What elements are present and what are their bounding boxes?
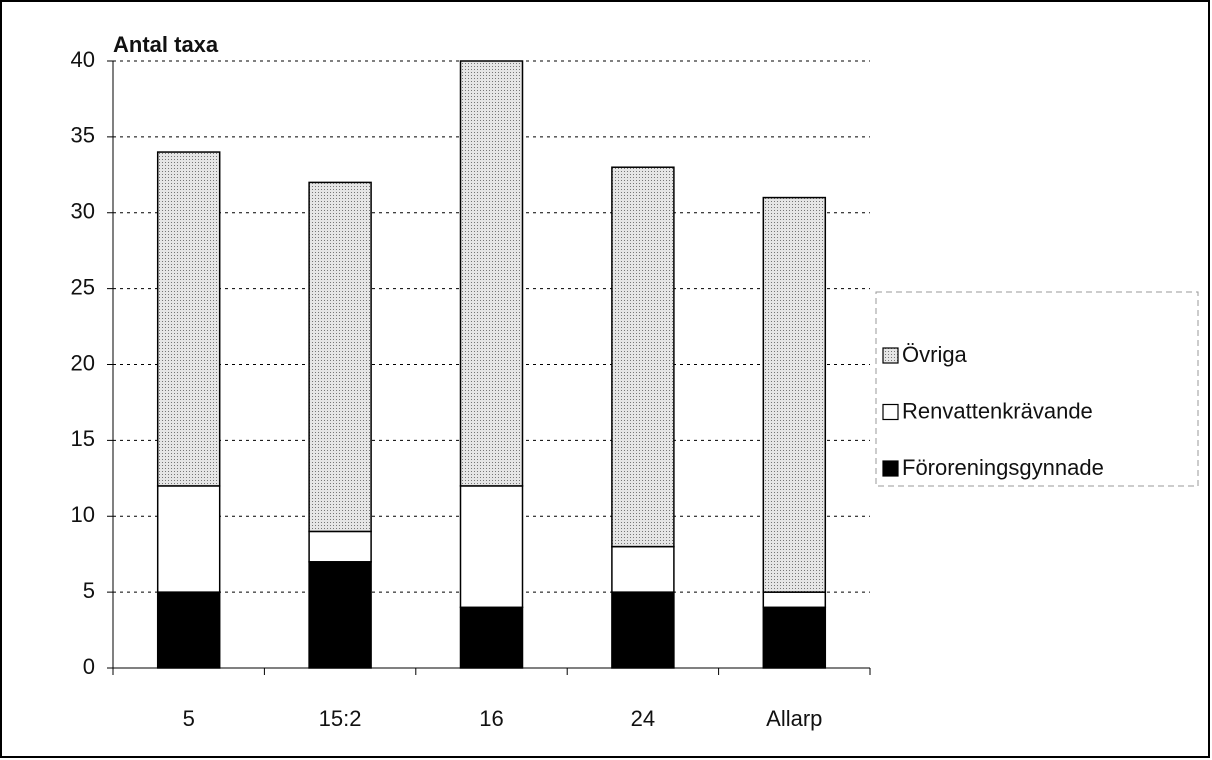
y-tick-label: 10 [71,502,95,527]
y-tick-label: 0 [83,654,95,679]
y-tick-label: 30 [71,199,95,224]
legend-box [875,291,1199,487]
y-tick-label: 25 [71,274,95,299]
bar-segment [156,151,221,487]
bar-segment [308,530,372,563]
chart-title: Antal taxa [113,32,219,57]
bar-segment [762,591,827,609]
y-tick-label: 40 [71,47,95,72]
bar-segment [156,591,221,669]
bar-segment [762,606,827,669]
x-tick-label: 5 [183,706,195,731]
bar-segment [459,485,524,609]
bar-segment [459,606,524,669]
bar-segment [611,591,675,669]
bar-segment [308,181,372,533]
bar-segment [762,196,827,593]
y-tick-label: 15 [71,426,95,451]
legend-label: Renvattenkrävande [902,398,1093,423]
bar-segment [459,60,524,487]
legend-swatch [882,460,899,477]
legend-swatch [882,347,899,364]
x-tick-label: 16 [479,706,503,731]
legend-label: Föroreningsgynnade [902,455,1104,480]
bar-segment [308,561,372,669]
y-tick-label: 35 [71,123,95,148]
y-tick-label: 5 [83,578,95,603]
bar-segment [156,485,221,593]
bar-segment [611,545,675,593]
x-tick-label: 15:2 [319,706,362,731]
x-tick-label: 24 [631,706,655,731]
x-tick-label: Allarp [766,706,822,731]
legend-label: Övriga [902,342,968,367]
y-tick-label: 20 [71,350,95,375]
bar-segment [611,166,675,548]
legend-swatch [882,403,899,421]
